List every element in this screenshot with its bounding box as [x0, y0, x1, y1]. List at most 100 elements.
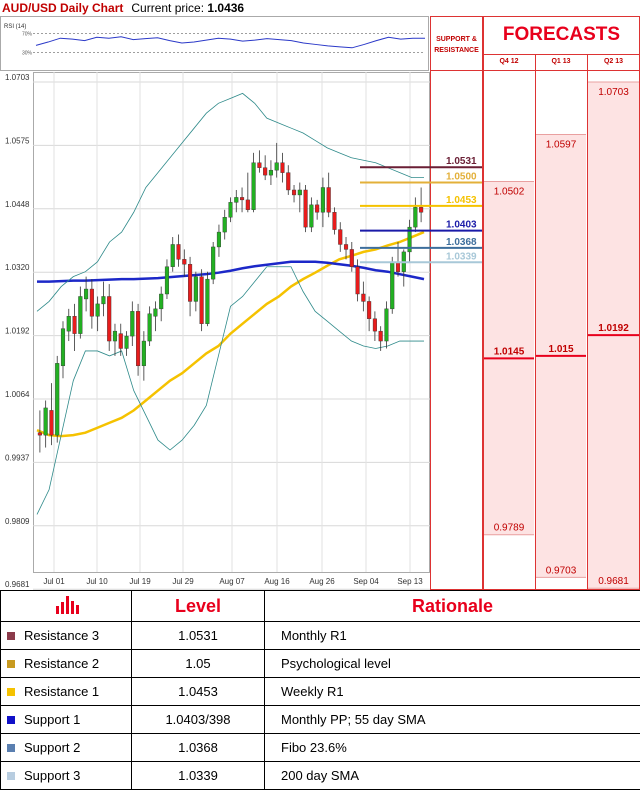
candle-body-up	[67, 316, 71, 331]
candle-body-up	[269, 170, 273, 175]
sr-level-label: 1.0453	[446, 195, 477, 206]
y-tick-label: 1.0192	[5, 327, 30, 336]
sr-level-label: 1.0339	[446, 251, 477, 262]
candle-body-down	[177, 244, 181, 259]
candle-body-up	[125, 336, 129, 348]
level-column-header: Level	[132, 591, 265, 622]
x-tick-label: Jul 10	[86, 577, 108, 586]
support-resistance-title: SUPPORT & RESISTANCE	[430, 16, 483, 70]
level-name-cell: Support 3	[1, 762, 132, 790]
rsi-tick-label: 30%	[22, 51, 33, 57]
candle-body-down	[240, 197, 244, 199]
level-color-swatch	[7, 744, 15, 752]
candle-body-up	[252, 163, 256, 210]
y-tick-label: 1.0575	[5, 136, 30, 145]
level-value: 1.05	[132, 650, 265, 678]
level-name: Resistance 2	[24, 656, 99, 671]
forecasts-title: FORECASTS	[483, 16, 640, 54]
candle-body-up	[194, 277, 198, 302]
candle-body-down	[281, 163, 285, 173]
level-name-cell: Support 2	[1, 734, 132, 762]
candle-body-up	[148, 314, 152, 341]
y-tick-label: 1.0448	[5, 200, 30, 209]
forecast-min-label: 0.9681	[598, 576, 629, 587]
level-rationale: Monthly R1	[265, 622, 640, 650]
level-rationale: Psychological level	[265, 650, 640, 678]
x-tick-label: Jul 29	[172, 577, 194, 586]
level-rationale: Monthly PP; 55 day SMA	[265, 706, 640, 734]
level-name: Support 2	[24, 740, 80, 755]
candle-body-up	[385, 309, 389, 341]
x-tick-label: Sep 04	[353, 577, 379, 586]
candle-body-up	[229, 202, 233, 217]
y-tick-label: 1.0703	[5, 73, 30, 82]
level-name-cell: Resistance 3	[1, 622, 132, 650]
level-color-swatch	[7, 772, 15, 780]
levels-table-header: Level Rationale	[1, 591, 640, 622]
candle-body-down	[73, 316, 77, 333]
level-color-swatch	[7, 716, 15, 724]
candle-body-up	[275, 163, 279, 170]
candle-body-down	[315, 205, 319, 212]
forecast-min-label: 0.9789	[494, 523, 525, 534]
candle-body-up	[78, 296, 82, 333]
price-chart: RSI (14)70%30% 1.05311.05001.04531.04031…	[0, 0, 640, 590]
rationale-column-header: Rationale	[265, 591, 640, 622]
forecast-max-label: 1.0703	[598, 87, 629, 98]
candle	[304, 185, 308, 232]
level-value: 1.0531	[132, 622, 265, 650]
candle-body-down	[292, 190, 296, 195]
candle-body-down	[333, 212, 337, 229]
sr-level-label: 1.0500	[446, 172, 477, 183]
level-name: Resistance 1	[24, 684, 99, 699]
candle-body-up	[413, 207, 417, 227]
candle-body-down	[182, 259, 186, 264]
candle	[200, 269, 204, 331]
candle-body-down	[136, 311, 140, 365]
candle-body-up	[84, 289, 88, 299]
candle-body-up	[113, 331, 117, 341]
forecast-median-label: 1.0192	[598, 323, 629, 334]
level-value: 1.0403/398	[132, 706, 265, 734]
level-name-cell: Resistance 1	[1, 678, 132, 706]
sr-title-line-1: SUPPORT &	[430, 34, 483, 45]
level-value: 1.0453	[132, 678, 265, 706]
rsi-tick-label: 70%	[22, 31, 33, 37]
candle-body-up	[171, 244, 175, 266]
candle-body-down	[246, 200, 250, 210]
candle-body-up	[154, 309, 158, 316]
candle-body-down	[362, 294, 366, 301]
candle-body-down	[344, 244, 348, 249]
y-tick-label: 1.0320	[5, 263, 30, 272]
y-tick-label: 1.0064	[5, 390, 30, 399]
candle-body-down	[200, 277, 204, 324]
candle-body-down	[119, 334, 123, 349]
forecast-max-label: 1.0597	[546, 140, 577, 151]
candle-body-up	[102, 296, 106, 303]
rsi-panel-frame	[1, 17, 429, 71]
sr-column-frame	[431, 17, 483, 590]
level-rationale: 200 day SMA	[265, 762, 640, 790]
candle-body-down	[286, 173, 290, 190]
candle-body-up	[55, 363, 59, 435]
candle-body-down	[367, 301, 371, 318]
candle-body-down	[304, 190, 308, 227]
forecast-quarter-q4: Q4 12	[483, 54, 535, 70]
rsi-label: RSI (14)	[4, 24, 26, 30]
candle-body-up	[298, 190, 302, 195]
candle	[211, 242, 215, 284]
sr-level-label: 1.0403	[446, 220, 477, 231]
candle-body-down	[90, 289, 94, 316]
candle	[390, 257, 394, 314]
candle-body-down	[38, 433, 42, 435]
y-tick-label: 0.9937	[5, 453, 30, 462]
sr-title-line-2: RESISTANCE	[430, 45, 483, 56]
bar-chart-icon	[1, 591, 132, 622]
candle-body-down	[327, 188, 331, 213]
candle-body-down	[263, 168, 267, 175]
candle-body-down	[50, 410, 54, 435]
level-name: Support 1	[24, 712, 80, 727]
